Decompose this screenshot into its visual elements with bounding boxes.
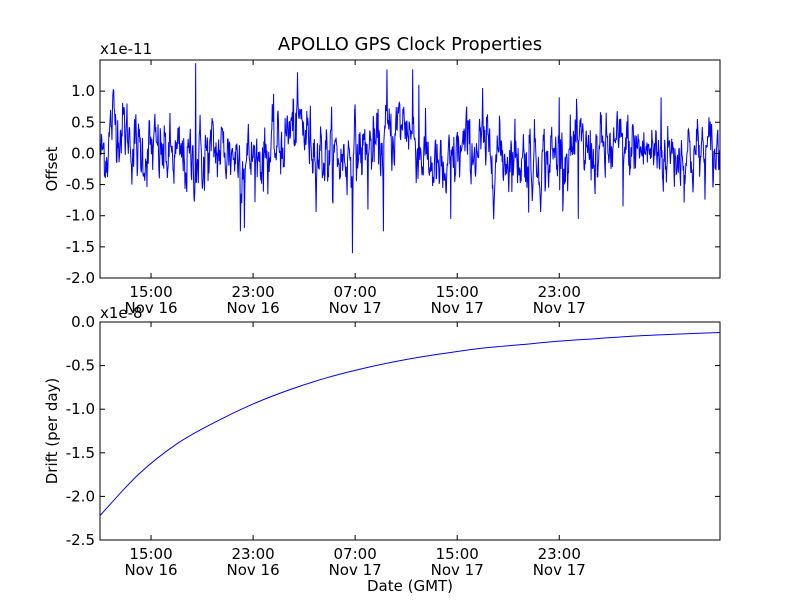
offset-series bbox=[99, 63, 721, 254]
y-tick-label: 1.0 bbox=[71, 82, 95, 100]
x-tick-label-date: Nov 16 bbox=[124, 561, 177, 579]
x-tick-label-date: Nov 16 bbox=[227, 299, 280, 317]
y-axis-label: Offset bbox=[43, 146, 61, 191]
y-axis-label: Drift (per day) bbox=[43, 378, 61, 485]
y-tick-label: 0.0 bbox=[71, 313, 95, 331]
y-tick-label: -2.0 bbox=[66, 487, 95, 505]
drift-exponent-label: x1e-8 bbox=[100, 304, 143, 322]
x-tick-label-date: Nov 17 bbox=[431, 561, 484, 579]
x-axis-label: Date (GMT) bbox=[367, 577, 453, 595]
drift-line bbox=[99, 331, 721, 516]
y-tick-label: -1.5 bbox=[66, 238, 95, 256]
x-tick-label-time: 23:00 bbox=[231, 545, 274, 563]
y-tick-label: -2.0 bbox=[66, 269, 95, 287]
x-tick-label-time: 15:00 bbox=[129, 545, 172, 563]
x-tick-label-time: 15:00 bbox=[436, 283, 479, 301]
x-tick-label-time: 07:00 bbox=[334, 545, 377, 563]
x-tick-label-date: Nov 16 bbox=[227, 561, 280, 579]
offset-panel: APOLLO GPS Clock Properties x1e-11 Offse… bbox=[43, 34, 721, 317]
x-tick-label-date: Nov 17 bbox=[533, 299, 586, 317]
y-tick-label: -0.5 bbox=[66, 357, 95, 375]
y-tick-label: 0.0 bbox=[71, 144, 95, 162]
offset-exponent-label: x1e-11 bbox=[100, 40, 152, 58]
y-tick-label: 0.5 bbox=[71, 113, 95, 131]
x-tick-label-time: 23:00 bbox=[538, 283, 581, 301]
x-tick-label-time: 15:00 bbox=[129, 283, 172, 301]
drift-series bbox=[99, 331, 721, 516]
y-tick-label: -2.5 bbox=[66, 531, 95, 549]
x-tick-label-date: Nov 17 bbox=[329, 299, 382, 317]
x-tick-label-date: Nov 16 bbox=[124, 299, 177, 317]
offset-line bbox=[99, 63, 721, 254]
y-tick-label: -1.0 bbox=[66, 400, 95, 418]
offset-plot-frame bbox=[99, 59, 721, 279]
x-tick-label-time: 23:00 bbox=[538, 545, 581, 563]
x-tick-label-time: 15:00 bbox=[436, 545, 479, 563]
chart-title: APOLLO GPS Clock Properties bbox=[278, 34, 542, 55]
y-tick-label: -1.5 bbox=[66, 444, 95, 462]
x-tick-label-time: 07:00 bbox=[334, 283, 377, 301]
x-tick-label-date: Nov 17 bbox=[329, 561, 382, 579]
y-tick-label: -0.5 bbox=[66, 176, 95, 194]
y-tick-label: -1.0 bbox=[66, 207, 95, 225]
x-tick-label-time: 23:00 bbox=[231, 283, 274, 301]
drift-plot-frame bbox=[99, 321, 721, 541]
x-tick-label-date: Nov 17 bbox=[431, 299, 484, 317]
x-tick-label-date: Nov 17 bbox=[533, 561, 586, 579]
drift-panel: x1e-8 Drift (per day) 0.0 -0.5 -1.0 -1.5 -2.… bbox=[43, 304, 721, 595]
